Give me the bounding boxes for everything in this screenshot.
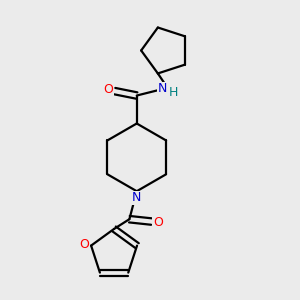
- Text: O: O: [103, 83, 113, 96]
- Text: N: N: [158, 82, 167, 95]
- Text: H: H: [169, 86, 178, 99]
- Text: O: O: [80, 238, 90, 250]
- Text: O: O: [153, 216, 163, 229]
- Text: N: N: [132, 191, 141, 204]
